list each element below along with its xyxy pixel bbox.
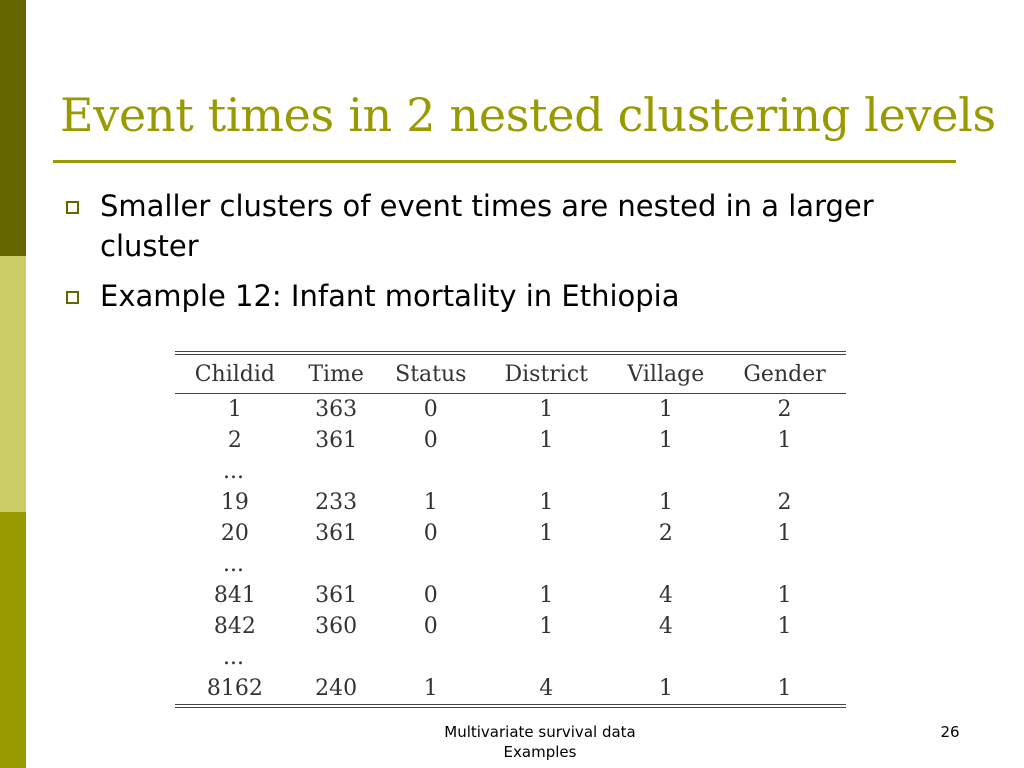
- table-cell: 4: [658, 583, 673, 608]
- table-cell: 4: [539, 676, 554, 701]
- table-cell: 2: [227, 428, 242, 453]
- square-bullet-icon: [66, 291, 79, 304]
- table-cell: 8162: [206, 676, 263, 701]
- table-cell: [295, 456, 378, 487]
- table-cell: 240: [315, 676, 358, 701]
- table-cell: 1: [777, 583, 792, 608]
- table-cell: 1: [658, 428, 673, 453]
- table-cell: 1: [658, 490, 673, 515]
- table-cell: [295, 642, 378, 673]
- table-cell: 1: [227, 397, 242, 422]
- slide-title: Event times in 2 nested clustering level…: [60, 88, 996, 142]
- table-cell: [378, 549, 484, 580]
- footer-line: Examples: [503, 743, 577, 761]
- table-row: 19 233 1 1 1 2: [175, 487, 846, 518]
- slide-footer: Multivariate survival data Examples: [400, 722, 680, 762]
- table-cell: 1: [777, 428, 792, 453]
- table-cell: [609, 549, 724, 580]
- page-number: 26: [940, 723, 960, 741]
- table-cell: [723, 549, 846, 580]
- table-cell: 1: [658, 676, 673, 701]
- table-cell: 1: [539, 397, 554, 422]
- table-cell: 1: [777, 614, 792, 639]
- table-cell: ...: [223, 552, 244, 577]
- table-cell: 1: [658, 397, 673, 422]
- table-cell: 20: [220, 521, 249, 546]
- column-header: Village: [627, 361, 705, 387]
- table-cell: 0: [423, 428, 438, 453]
- table-cell: 19: [220, 490, 249, 515]
- side-stripe-dark: [0, 0, 26, 256]
- table-row: 2 361 0 1 1 1: [175, 425, 846, 456]
- table-cell: 0: [423, 614, 438, 639]
- table-row: 1 363 0 1 1 2: [175, 394, 846, 426]
- table-cell: [723, 456, 846, 487]
- table-cell: [484, 549, 609, 580]
- table-cell: 0: [423, 521, 438, 546]
- bullet-item: Smaller clusters of event times are nest…: [64, 186, 944, 266]
- table-cell: 1: [539, 428, 554, 453]
- bullet-text: Smaller clusters of event times are nest…: [100, 189, 874, 263]
- table-cell: 1: [539, 490, 554, 515]
- table-row: 8162 240 1 4 1 1: [175, 673, 846, 706]
- table-cell: ...: [223, 459, 244, 484]
- table-cell: 360: [315, 614, 358, 639]
- table-cell: [484, 642, 609, 673]
- bullet-item: Example 12: Infant mortality in Ethiopia: [64, 276, 944, 316]
- column-header: Childid: [194, 361, 275, 387]
- table-cell: ...: [223, 645, 244, 670]
- footer-line: Multivariate survival data: [444, 723, 636, 741]
- table-cell: 4: [658, 614, 673, 639]
- table-cell: 2: [777, 490, 792, 515]
- table-cell: [484, 456, 609, 487]
- square-bullet-icon: [66, 201, 79, 214]
- table-cell: 1: [423, 676, 438, 701]
- table-cell: 1: [539, 583, 554, 608]
- table-header-row: Childid Time Status District Village Gen…: [175, 353, 846, 394]
- table-cell: 1: [777, 676, 792, 701]
- table-cell: 0: [423, 397, 438, 422]
- table-cell: 361: [315, 521, 358, 546]
- table-cell: [609, 642, 724, 673]
- table-cell: 233: [315, 490, 358, 515]
- table-cell: 1: [423, 490, 438, 515]
- table-cell: 2: [658, 521, 673, 546]
- table-cell: 361: [315, 428, 358, 453]
- side-stripe-olive: [0, 512, 26, 768]
- side-stripe-light: [0, 256, 26, 512]
- table-cell: 1: [777, 521, 792, 546]
- table-cell: 361: [315, 583, 358, 608]
- table-cell: [723, 642, 846, 673]
- table-cell: 0: [423, 583, 438, 608]
- column-header: Status: [395, 361, 467, 387]
- table-row: 841 361 0 1 4 1: [175, 580, 846, 611]
- table-row-ellipsis: ...: [175, 456, 846, 487]
- table-cell: 1: [539, 521, 554, 546]
- table-cell: 363: [315, 397, 358, 422]
- bullet-text: Example 12: Infant mortality in Ethiopia: [100, 279, 680, 313]
- bullet-list: Smaller clusters of event times are nest…: [64, 186, 944, 326]
- table-cell: 2: [777, 397, 792, 422]
- table-cell: [378, 456, 484, 487]
- title-underline: [53, 160, 956, 163]
- column-header: District: [504, 361, 589, 387]
- table-row: 20 361 0 1 2 1: [175, 518, 846, 549]
- table-cell: 841: [213, 583, 256, 608]
- table-cell: 842: [213, 614, 256, 639]
- table-cell: [378, 642, 484, 673]
- data-table: Childid Time Status District Village Gen…: [175, 351, 846, 708]
- table-cell: 1: [539, 614, 554, 639]
- table-row: 842 360 0 1 4 1: [175, 611, 846, 642]
- table-cell: [609, 456, 724, 487]
- table-row-ellipsis: ...: [175, 642, 846, 673]
- column-header: Gender: [743, 361, 826, 387]
- table-row-ellipsis: ...: [175, 549, 846, 580]
- table-cell: [295, 549, 378, 580]
- column-header: Time: [308, 361, 364, 387]
